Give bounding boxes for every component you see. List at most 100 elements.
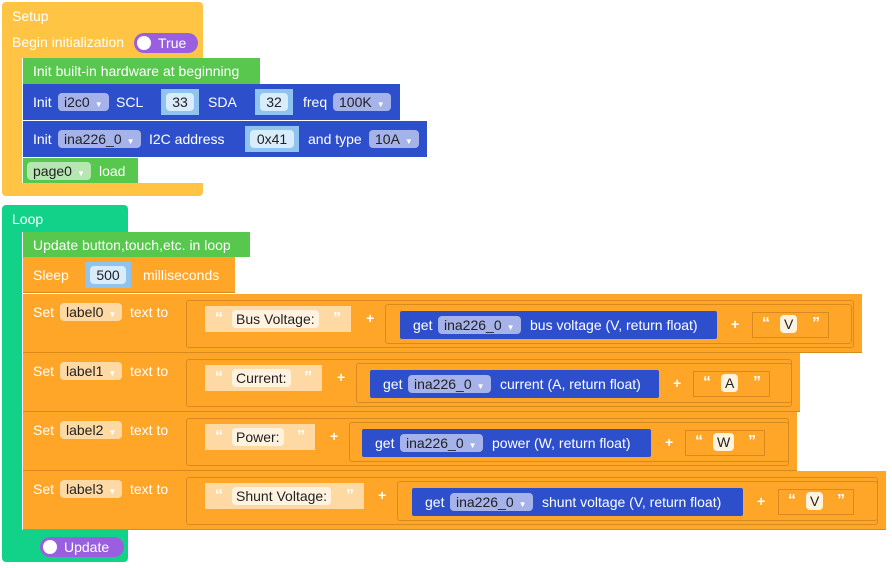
init-ina226-block[interactable]: Init ina226_0 ▼ I2C address 0x41 and type…: [23, 121, 427, 157]
text-to-label: text to: [130, 481, 169, 497]
text-string-block[interactable]: “ Shunt Voltage: ”: [205, 483, 364, 509]
plus-operator: +: [731, 316, 740, 332]
text-value[interactable]: Power:: [232, 428, 284, 446]
set-label-block[interactable]: Set label0 ▼ text to “ Bus Voltage: ” + g…: [23, 294, 862, 353]
suffix-string-block[interactable]: “ V ”: [778, 489, 854, 515]
text-value[interactable]: Shunt Voltage:: [232, 487, 332, 505]
loop-title: Loop: [12, 211, 44, 227]
text-string-block[interactable]: “ Current: ”: [205, 365, 322, 391]
chevron-down-icon: ▼: [108, 428, 117, 437]
text-string-block[interactable]: “ Bus Voltage: ”: [205, 306, 351, 332]
chevron-down-icon: ▼: [376, 100, 385, 109]
close-quote-icon: ”: [748, 433, 756, 450]
set-label-block[interactable]: Set label1 ▼ text to “ Current: ” + get i…: [23, 353, 800, 412]
plus-operator: +: [330, 428, 339, 444]
freq-dropdown[interactable]: 100K ▼: [333, 93, 391, 111]
setup-title: Setup: [12, 8, 49, 24]
text-to-label: text to: [130, 363, 169, 379]
type-label: and type: [308, 131, 362, 147]
begin-init-toggle[interactable]: True: [134, 33, 198, 53]
init-label: Init: [33, 131, 52, 147]
ina226-get-block[interactable]: get ina226_0 ▼ bus voltage (V, return flo…: [400, 311, 717, 339]
ina226-get-block[interactable]: get ina226_0 ▼ shunt voltage (V, return f…: [412, 488, 743, 516]
plus-operator: +: [673, 375, 682, 391]
suffix-string-block[interactable]: “ A ”: [693, 371, 770, 397]
chevron-down-icon: ▼: [518, 500, 527, 509]
close-quote-icon: ”: [333, 310, 341, 327]
ina226-get-block[interactable]: get ina226_0 ▼ current (A, return float): [370, 370, 659, 398]
close-quote-icon: ”: [346, 487, 354, 504]
open-quote-icon: “: [695, 433, 703, 450]
chevron-down-icon: ▼: [108, 487, 117, 496]
set-label: Set: [33, 422, 55, 438]
sda-input[interactable]: 32: [255, 89, 293, 115]
set-label-block[interactable]: Set label2 ▼ text to “ Power: ” + get ina…: [23, 412, 797, 471]
text-value[interactable]: Bus Voltage:: [232, 310, 319, 328]
i2c-bus-dropdown[interactable]: i2c0 ▼: [58, 93, 109, 111]
label-dropdown[interactable]: label0 ▼: [60, 303, 123, 321]
chevron-down-icon: ▼: [108, 310, 117, 319]
scl-label: SCL: [116, 94, 144, 110]
init-i2c-block[interactable]: Init i2c0 ▼ SCL 33 SDA 32 freq 100K ▼: [23, 84, 400, 120]
suffix-value[interactable]: A: [721, 374, 739, 392]
reading-label: shunt voltage (V, return float): [542, 494, 722, 510]
scl-input[interactable]: 33: [161, 89, 199, 115]
open-quote-icon: “: [215, 428, 223, 445]
i2c-address-input[interactable]: 0x41: [245, 126, 299, 152]
chevron-down-icon: ▼: [108, 369, 117, 378]
suffix-string-block[interactable]: “ V ”: [752, 312, 829, 338]
label-dropdown[interactable]: label3 ▼: [60, 480, 123, 498]
plus-operator: +: [757, 493, 766, 509]
label-dropdown[interactable]: label2 ▼: [60, 421, 123, 439]
i2c-address-label: I2C address: [149, 131, 225, 147]
chevron-down-icon: ▼: [404, 137, 413, 146]
get-label: get: [375, 435, 395, 451]
init-hardware-block[interactable]: Init built-in hardware at beginning: [23, 58, 260, 84]
label-dropdown[interactable]: label1 ▼: [60, 362, 123, 380]
sleep-block[interactable]: Sleep 500 milliseconds: [23, 257, 235, 293]
suffix-value[interactable]: W: [713, 433, 735, 451]
chevron-down-icon: ▼: [76, 169, 85, 178]
page-load-block[interactable]: page0 ▼ load: [23, 158, 138, 183]
get-label: get: [425, 494, 445, 510]
update-loop-block[interactable]: Update button,touch,etc. in loop: [23, 232, 250, 257]
open-quote-icon: “: [215, 487, 223, 504]
init-hardware-label: Init built-in hardware at beginning: [33, 63, 240, 79]
chevron-down-icon: ▼: [94, 100, 103, 109]
begin-init-label: Begin initialization: [12, 34, 125, 50]
device-dropdown[interactable]: ina226_0 ▼: [450, 493, 533, 511]
text-string-block[interactable]: “ Power: ”: [205, 424, 315, 450]
update-toggle[interactable]: Update: [40, 537, 124, 557]
open-quote-icon: “: [788, 492, 796, 509]
open-quote-icon: “: [703, 374, 711, 391]
sleep-unit-label: milliseconds: [143, 267, 220, 283]
text-to-label: text to: [130, 422, 169, 438]
close-quote-icon: ”: [753, 374, 761, 391]
ina226-device-dropdown[interactable]: ina226_0 ▼: [58, 130, 141, 148]
page-dropdown[interactable]: page0 ▼: [27, 162, 91, 180]
suffix-value[interactable]: V: [780, 315, 798, 333]
reading-label: bus voltage (V, return float): [530, 317, 698, 333]
load-label: load: [99, 163, 126, 179]
suffix-string-block[interactable]: “ W ”: [685, 430, 765, 456]
set-label: Set: [33, 304, 55, 320]
type-dropdown[interactable]: 10A ▼: [369, 130, 419, 148]
toggle-knob-icon: [137, 36, 151, 50]
set-label-block[interactable]: Set label3 ▼ text to “ Shunt Voltage: ” +…: [23, 471, 886, 530]
open-quote-icon: “: [215, 310, 223, 327]
device-dropdown[interactable]: ina226_0 ▼: [400, 434, 483, 452]
device-dropdown[interactable]: ina226_0 ▼: [408, 375, 491, 393]
get-label: get: [383, 376, 403, 392]
ina226-get-block[interactable]: get ina226_0 ▼ power (W, return float): [362, 429, 651, 457]
get-label: get: [413, 317, 433, 333]
close-quote-icon: ”: [297, 428, 305, 445]
suffix-value[interactable]: V: [806, 492, 824, 510]
open-quote-icon: “: [215, 369, 223, 386]
chevron-down-icon: ▼: [476, 382, 485, 391]
sleep-label: Sleep: [33, 267, 69, 283]
sleep-input[interactable]: 500: [85, 262, 131, 288]
device-dropdown[interactable]: ina226_0 ▼: [438, 316, 521, 334]
update-loop-label: Update button,touch,etc. in loop: [33, 237, 231, 253]
open-quote-icon: “: [762, 315, 770, 332]
text-value[interactable]: Current:: [232, 369, 291, 387]
